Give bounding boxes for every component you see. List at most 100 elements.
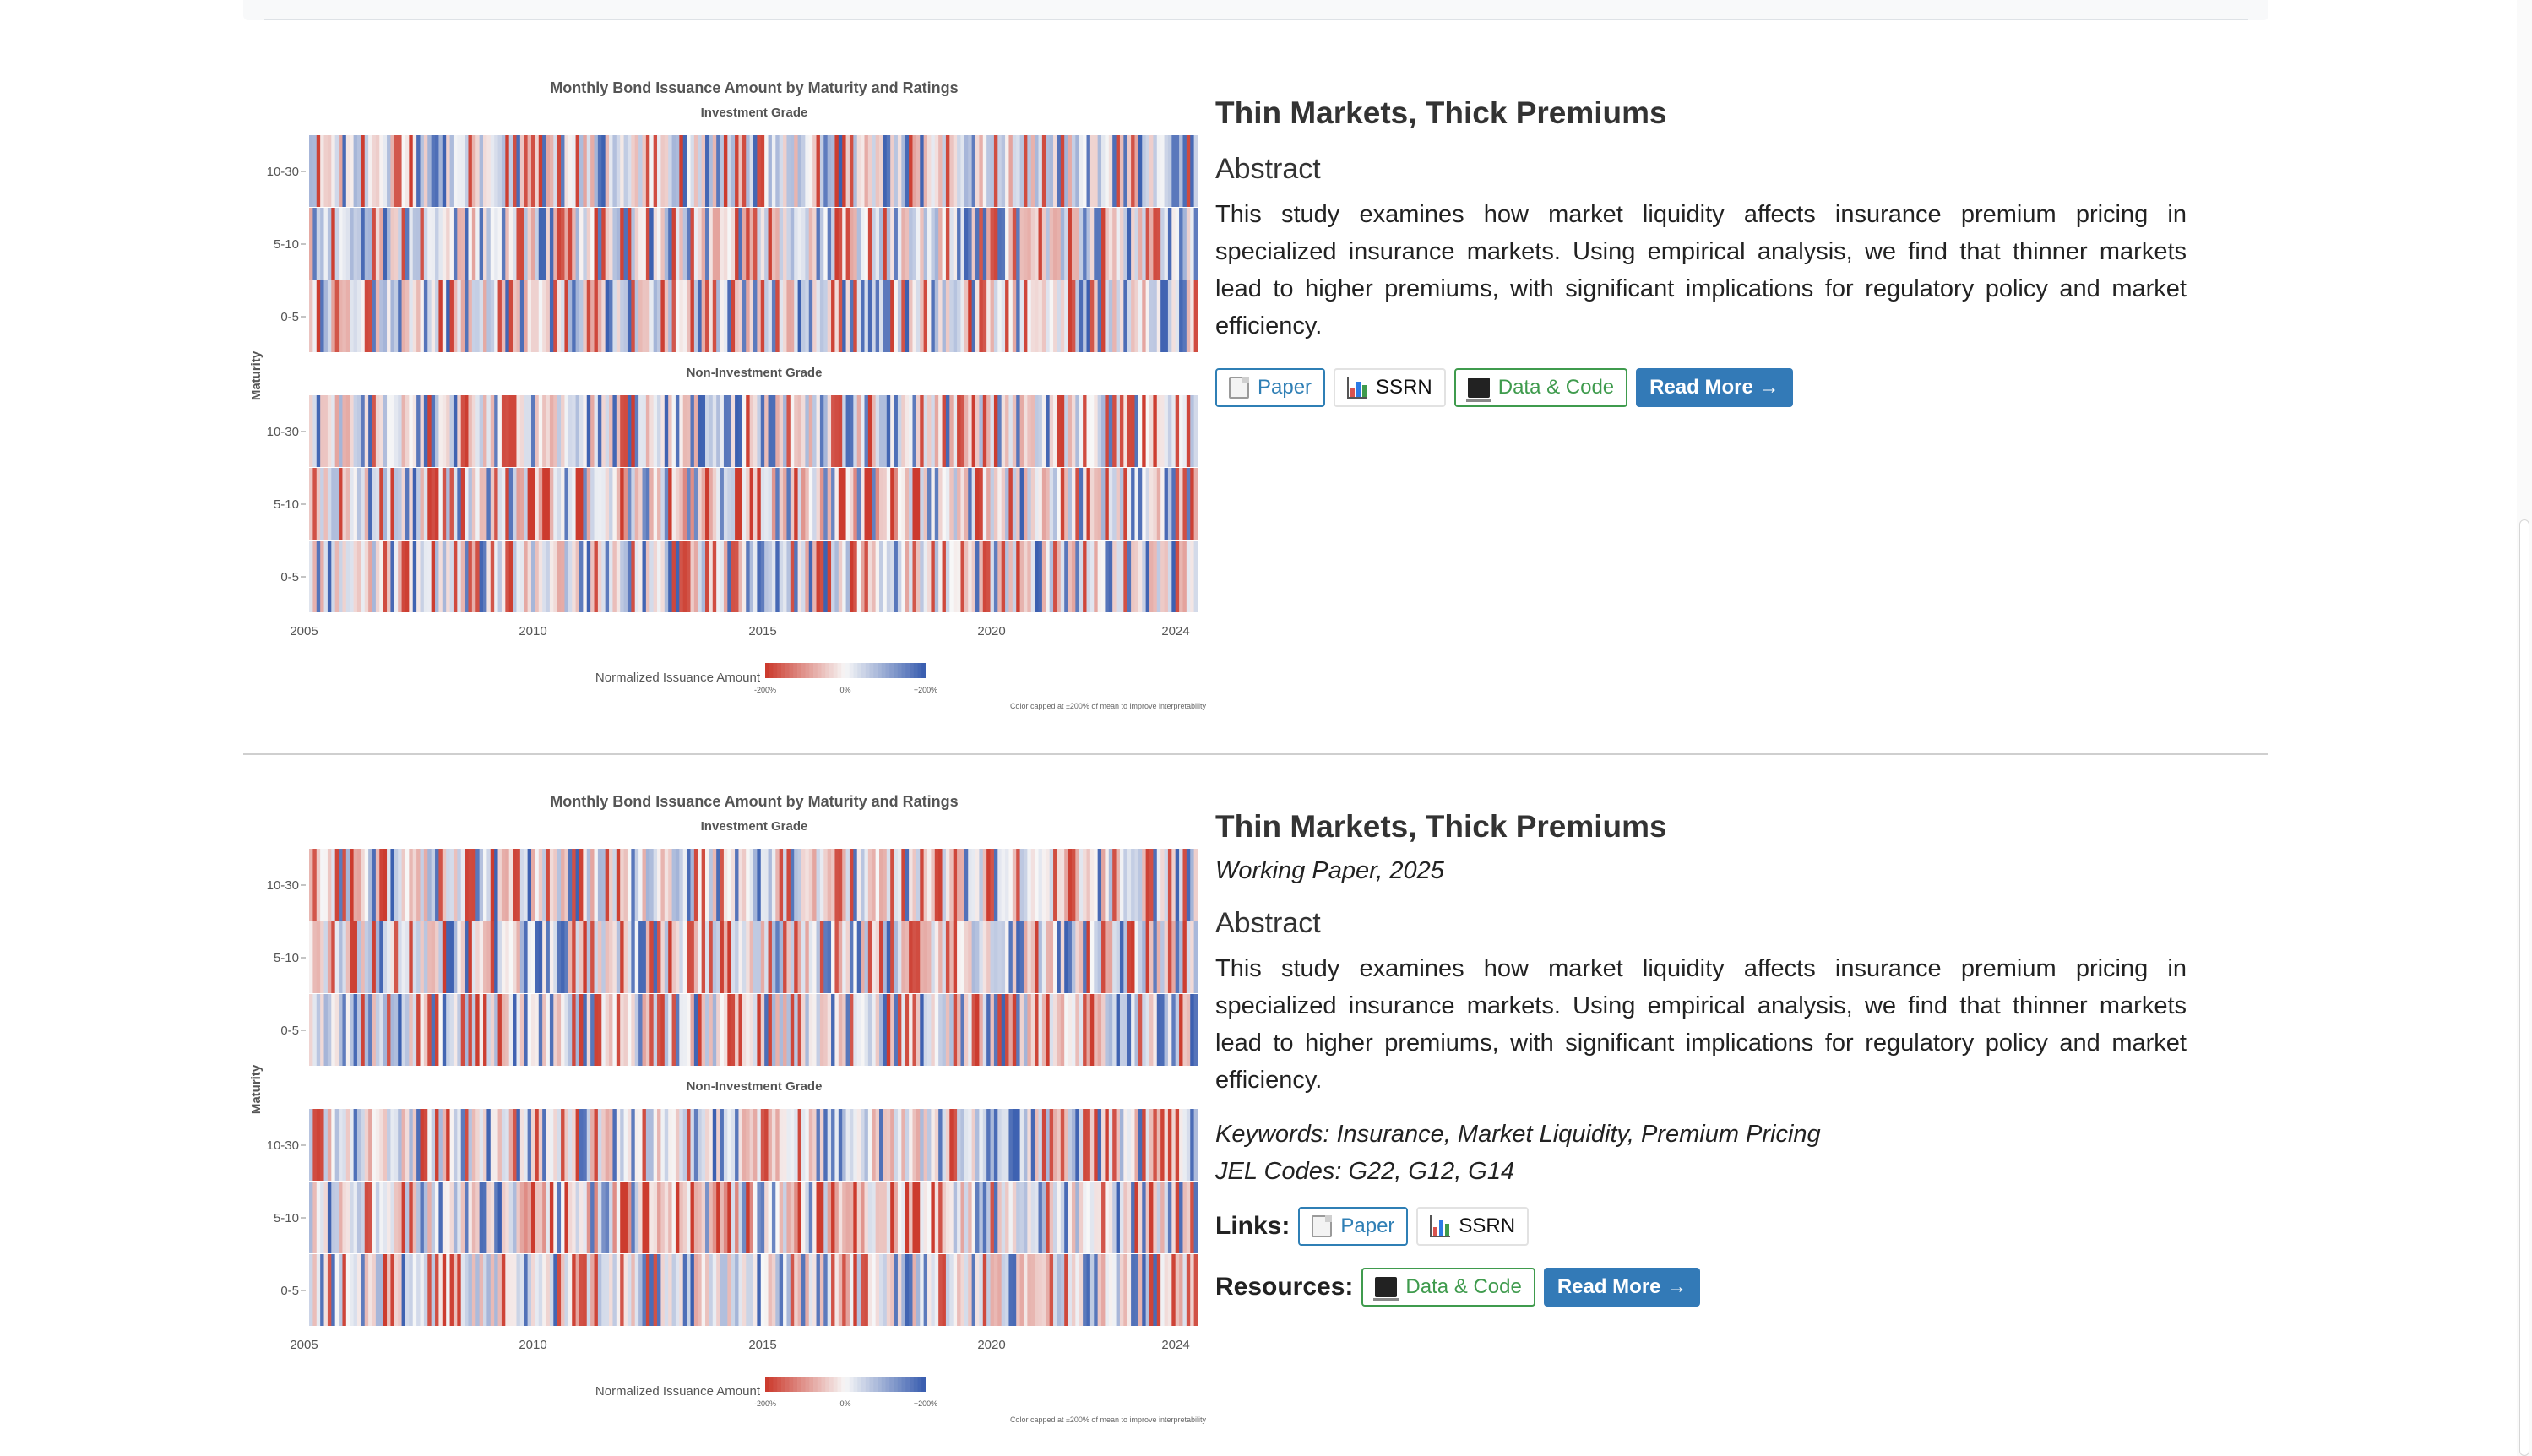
heatmap-cell — [623, 994, 628, 1066]
heatmap-cell — [446, 921, 450, 993]
heatmap-cell — [701, 280, 706, 352]
heatmap-cell — [890, 280, 894, 352]
heatmap-cell — [475, 1109, 481, 1181]
heatmap-cell — [601, 280, 606, 352]
heatmap-cell — [1053, 994, 1057, 1066]
heatmap-cell — [645, 541, 650, 612]
heatmap-cell — [757, 994, 762, 1066]
heatmap-cell — [1131, 208, 1135, 280]
heatmap-cell — [309, 208, 313, 280]
heatmap-cell — [760, 849, 765, 921]
heatmap-cell — [1171, 135, 1176, 207]
heatmap-cell — [1123, 541, 1128, 612]
heatmap-cell — [1083, 849, 1087, 921]
heatmap-cell — [1123, 395, 1128, 467]
heatmap-cell — [856, 280, 861, 352]
heatmap-cell — [460, 994, 465, 1066]
heatmap-cell — [693, 280, 698, 352]
heatmap-cell — [979, 541, 984, 612]
heatmap-cell — [698, 208, 703, 280]
heatmap-cell — [831, 208, 835, 280]
paper-button[interactable]: Paper — [1215, 368, 1326, 407]
heatmap-cell — [1079, 280, 1084, 352]
read-more-button[interactable]: Read More → — [1543, 1268, 1701, 1307]
heatmap-figure: Monthly Bond Issuance Amount by Maturity… — [243, 781, 1206, 1448]
heatmap-cell — [479, 208, 484, 280]
heatmap-cell — [379, 994, 384, 1066]
heatmap-cell — [323, 921, 329, 993]
heatmap-cell — [731, 1109, 736, 1181]
heatmap-cell — [457, 849, 462, 921]
heatmap-cell — [1071, 994, 1076, 1066]
ssrn-button[interactable]: SSRN — [1334, 368, 1446, 407]
heatmap-cell — [372, 921, 377, 993]
heatmap-cell — [1149, 208, 1154, 280]
heatmap-cell — [897, 849, 902, 921]
heatmap-cell — [705, 1109, 709, 1181]
heatmap-cell — [1138, 1254, 1143, 1326]
heatmap-cell — [1138, 849, 1143, 921]
heatmap-cell — [901, 1182, 906, 1253]
heatmap-cell — [442, 541, 447, 612]
heatmap-cell — [675, 395, 680, 467]
heatmap-cell — [861, 395, 865, 467]
heatmap-cell — [797, 208, 802, 280]
paper-button[interactable]: Paper — [1298, 1207, 1409, 1246]
heatmap-cell — [886, 208, 891, 280]
heatmap-cell — [320, 280, 324, 352]
heatmap-cell — [842, 280, 846, 352]
heatmap-cell — [783, 208, 787, 280]
heatmap-cell — [531, 994, 535, 1066]
data-code-button[interactable]: Data & Code — [1361, 1268, 1535, 1307]
heatmap-cell — [1164, 1182, 1169, 1253]
heatmap-cell — [1160, 1182, 1165, 1253]
heatmap-cell — [1086, 468, 1091, 540]
heatmap-cell — [1075, 921, 1080, 993]
heatmap-cell — [649, 135, 655, 207]
heatmap-cell — [620, 208, 624, 280]
heatmap-cell — [853, 395, 858, 467]
heatmap-cell — [1119, 1254, 1124, 1326]
scrollbar-track[interactable] — [2517, 0, 2532, 1456]
heatmap-cell — [1041, 208, 1046, 280]
heatmap-cell — [1019, 208, 1024, 280]
heatmap-cell — [350, 395, 354, 467]
heatmap-cell — [831, 1182, 835, 1253]
heatmap-cell — [435, 395, 439, 467]
heatmap-cell — [894, 468, 899, 540]
heatmap-cell — [812, 1182, 817, 1253]
heatmap-cell — [693, 135, 698, 207]
read-more-button[interactable]: Read More → — [1636, 368, 1793, 407]
heatmap-cell — [634, 1109, 639, 1181]
heatmap-cell — [594, 468, 599, 540]
heatmap-cell — [568, 395, 573, 467]
heatmap-cell — [1035, 1254, 1039, 1326]
heatmap-cell — [353, 994, 358, 1066]
colorbar-cell — [789, 663, 794, 678]
heatmap-cell — [1046, 921, 1051, 993]
heatmap-cell — [849, 994, 854, 1066]
heatmap-cell — [786, 468, 791, 540]
heatmap-cell — [375, 468, 380, 540]
heatmap-cell — [1012, 1254, 1017, 1326]
heatmap-cell — [875, 468, 880, 540]
heatmap-cell — [687, 1182, 691, 1253]
heatmap-cell — [709, 208, 714, 280]
heatmap-cell — [583, 541, 588, 612]
heatmap-cell — [546, 849, 551, 921]
heatmap-cell — [834, 994, 839, 1066]
data-code-button[interactable]: Data & Code — [1453, 368, 1628, 407]
heatmap-cell — [901, 395, 906, 467]
ssrn-button[interactable]: SSRN — [1416, 1207, 1530, 1246]
heatmap-cell — [927, 1254, 932, 1326]
heatmap-cell — [1038, 921, 1043, 993]
panel-title: Non-Investment Grade — [687, 1079, 823, 1094]
heatmap-cell — [1182, 208, 1187, 280]
heatmap-cell — [657, 1254, 661, 1326]
heatmap-cell — [831, 280, 835, 352]
heatmap-cell — [920, 541, 925, 612]
heatmap-cell — [909, 1254, 913, 1326]
heatmap-cell — [568, 1109, 573, 1181]
heatmap-cell — [849, 208, 854, 280]
scrollbar-thumb[interactable] — [2519, 519, 2529, 1456]
